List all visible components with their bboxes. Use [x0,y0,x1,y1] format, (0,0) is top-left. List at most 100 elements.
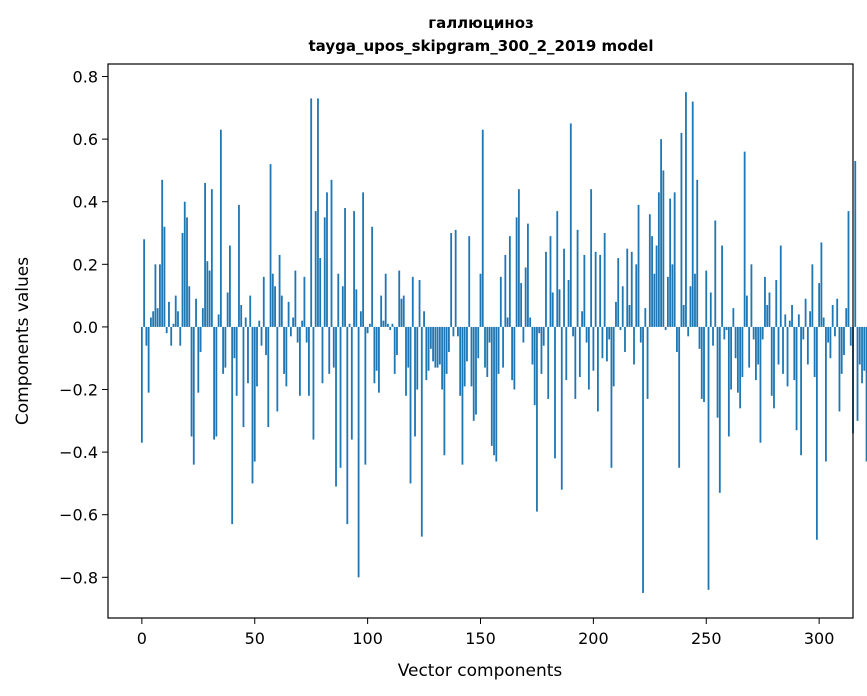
bar [698,326,701,349]
bar [578,326,581,377]
bar [400,298,403,327]
bar [666,276,669,327]
bar [181,233,184,327]
bar [454,229,457,327]
bar [149,317,152,327]
bar [861,326,863,384]
bar [276,326,279,412]
bar [260,326,263,346]
bar [734,326,737,359]
bar [289,326,292,337]
bar [407,326,410,368]
bar [416,326,419,390]
bar [251,326,254,484]
bar [468,236,471,327]
bar [170,326,173,346]
bar [441,326,444,390]
bar [545,251,547,327]
bar [319,258,322,327]
bar [204,182,206,327]
bar [242,326,245,428]
bar [373,326,376,384]
y-axis-ticks: −0.8 −0.6 −0.4 −0.2 0.0 0.2 0.4 0.6 0.8 [59,68,108,587]
bar [396,326,398,356]
bar [660,139,663,327]
bar [262,276,265,327]
bar [305,326,308,343]
bar [829,326,832,359]
bar [208,270,211,327]
bar [612,326,615,387]
bar [513,326,516,390]
bar [540,326,543,374]
bar [752,326,755,340]
bar [267,326,270,428]
bar [592,326,595,371]
bar [691,101,694,327]
bar [298,326,301,396]
bar [183,201,186,327]
bar [475,326,477,415]
bar [520,283,523,327]
bar [551,292,554,327]
bar [621,286,624,327]
bar [804,298,807,327]
bar [721,245,723,327]
bar [341,286,344,327]
y-tick-label: −0.4 [59,443,98,462]
bar [802,326,805,340]
bar [554,326,556,459]
bar [387,323,389,327]
bar [258,320,261,327]
bar [382,320,385,327]
bar [678,326,681,468]
bar [676,326,678,352]
bar [615,301,617,327]
bar [572,326,574,337]
x-tick-label: 0 [137,629,147,648]
bar [703,326,705,403]
bar [791,305,793,327]
bar [233,326,236,359]
bar [380,295,383,327]
bar [280,295,283,327]
bar [689,286,692,327]
bar [642,326,644,593]
x-axis-ticks: 0 50 100 150 200 250 300 [137,618,834,648]
x-axis-label: Vector components [398,661,563,681]
bar [745,295,748,327]
bar [657,192,660,327]
bar [238,204,240,327]
bar [818,283,821,327]
bar [847,211,850,327]
bar [755,326,757,381]
bar [143,239,146,327]
x-tick-label: 200 [578,629,609,648]
bar [502,326,504,368]
bar [825,326,827,462]
bar [743,151,746,327]
bar [565,326,568,381]
bar [596,326,599,412]
bar [736,326,739,393]
bar [529,317,532,327]
bar [240,305,243,327]
bar [355,289,358,327]
bar [696,179,699,327]
bar [190,326,193,437]
bars [140,92,867,593]
bar [283,326,285,374]
bar [827,326,830,343]
bar [235,326,238,396]
bar [303,276,306,327]
bar [450,233,453,327]
bar [285,326,288,387]
bar [522,326,525,343]
bar [838,326,841,412]
bar [547,326,550,399]
bar [834,326,836,337]
bar [508,236,511,327]
bar [172,323,175,327]
bar [393,326,396,374]
bar [800,326,802,456]
